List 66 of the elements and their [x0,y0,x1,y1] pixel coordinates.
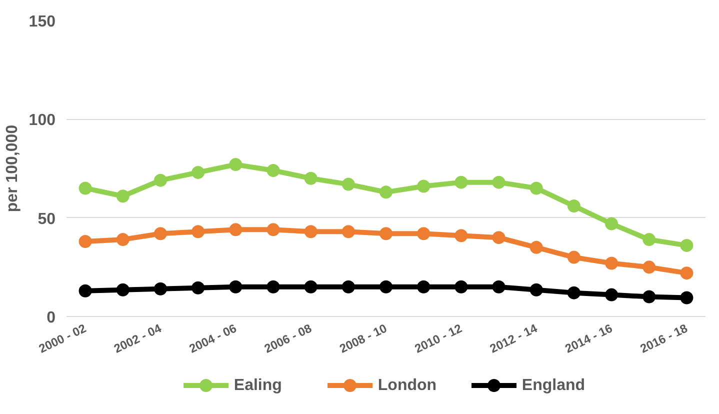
x-tick-label: 2010 - 12 [412,321,465,356]
point [342,178,355,191]
legend-label: England [522,377,586,394]
point [154,174,167,187]
point [229,158,242,172]
point [417,227,430,240]
point [192,166,205,179]
point [266,164,280,177]
point [229,223,242,236]
point [116,190,130,203]
point [78,182,92,195]
x-tick-label: 2006 - 08 [262,321,314,356]
point [680,266,694,280]
y-tick-label: 150 [28,14,56,30]
point [192,225,205,238]
point [605,217,618,230]
x-tick-label: 2004 - 06 [186,321,239,356]
point [266,280,280,294]
legend-label: London [378,377,437,394]
point [78,235,92,248]
point [154,227,167,240]
point [154,282,167,296]
point [530,240,543,254]
point [642,233,656,246]
point [78,284,92,298]
point [417,180,430,193]
point [492,231,506,244]
point [380,280,392,294]
point [454,176,468,189]
y-axis-title: per 100,000 [4,124,21,212]
point [567,200,580,212]
point [605,288,618,302]
point [304,225,318,238]
point [304,172,318,185]
point [380,227,392,240]
point [116,283,130,296]
point [454,280,468,294]
point [567,286,580,300]
point [342,280,355,294]
point [266,223,280,236]
x-tick-label: 2016 - 18 [638,321,690,356]
point [192,281,205,294]
x-tick-label: 2012 - 14 [488,321,540,356]
point [417,280,430,294]
x-tick-label: 2002 - 04 [112,321,164,356]
point [116,233,130,246]
point [454,229,468,242]
x-tick-label: 2014 - 16 [562,321,615,356]
point [642,260,656,274]
point [304,280,318,294]
point [342,225,355,238]
point [680,238,694,252]
x-tick-label: 2008 - 10 [337,321,390,356]
legend-label: Ealing [234,377,282,394]
point [642,290,656,304]
y-tick-label: 50 [38,210,56,228]
point [605,256,618,270]
point [492,176,506,189]
y-tick-label: 100 [28,112,56,130]
point [567,250,580,264]
point [530,182,543,195]
point [492,280,506,294]
point [380,186,392,199]
point [680,291,694,304]
point [530,283,543,296]
point [229,280,242,294]
